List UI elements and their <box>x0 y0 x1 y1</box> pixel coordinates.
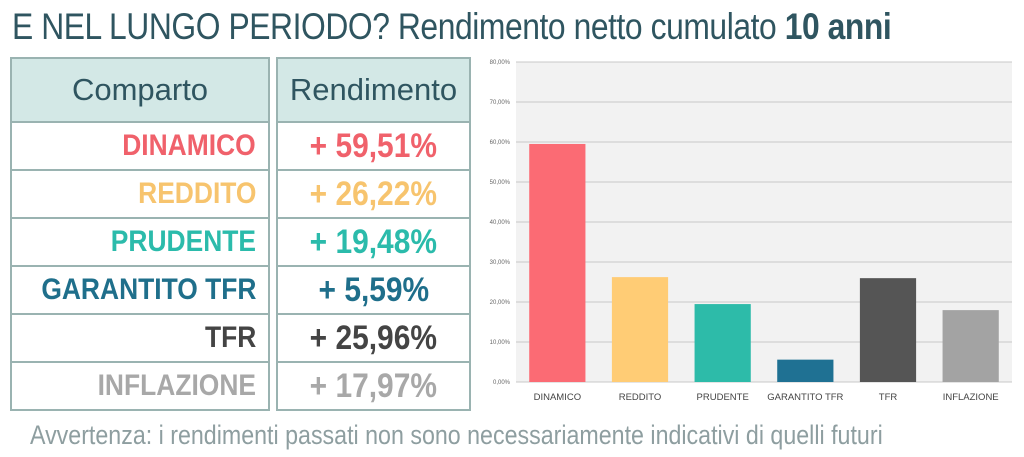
y-tick-label: 70,00% <box>490 100 511 106</box>
x-tick-label: INFLAZIONE <box>943 392 999 403</box>
title-subtitle: Rendimento netto cumulato <box>397 6 777 47</box>
comparto-row: DINAMICO <box>10 123 270 171</box>
comparto-name: INFLAZIONE <box>97 369 256 402</box>
rendimento-value: + 17,97% <box>309 366 438 405</box>
x-tick-label: DINAMICO <box>534 392 582 403</box>
rendimento-row: + 25,96% <box>276 315 471 363</box>
rendimento-row: + 59,51% <box>276 123 471 171</box>
bar <box>529 143 586 382</box>
page-title: E NEL LUNGO PERIODO? Rendimento netto cu… <box>12 6 892 48</box>
comparto-header: Comparto <box>10 57 270 123</box>
rendimento-value: + 59,51% <box>309 126 438 165</box>
comparto-name: PRUDENTE <box>110 225 256 258</box>
y-tick-label: 50,00% <box>490 180 511 186</box>
bar <box>859 278 917 382</box>
rendimento-header: Rendimento <box>276 57 471 123</box>
comparto-name: TFR <box>204 321 256 354</box>
comparto-row: PRUDENTE <box>10 219 270 267</box>
y-tick-label: 10,00% <box>490 340 511 346</box>
comparto-row: TFR <box>10 315 270 363</box>
rendimento-column: Rendimento + 59,51% + 26,22% + 19,48% + 5,5… <box>276 57 471 411</box>
x-tick-label: GARANTITO TFR <box>767 392 843 403</box>
rendimento-row: + 5,59% <box>276 267 471 315</box>
rendimento-value: + 5,59% <box>318 270 429 309</box>
y-tick-label: 30,00% <box>490 260 511 266</box>
y-tick-label: 20,00% <box>490 300 511 306</box>
bar <box>694 304 751 382</box>
x-tick-label: PRUDENTE <box>697 392 749 403</box>
bar-chart: 0,00% 10,00% 20,00% 30,00% 40,00% 50,00% 60,00… <box>490 60 1012 403</box>
bar <box>611 277 669 382</box>
y-tick-label: 60,00% <box>490 140 511 146</box>
bar <box>942 310 999 382</box>
title-question: E NEL LUNGO PERIODO? <box>12 6 390 47</box>
rendimento-row: + 19,48% <box>276 219 471 267</box>
comparto-name: DINAMICO <box>122 129 256 162</box>
comparto-row: REDDITO <box>10 171 270 219</box>
comparto-row: INFLAZIONE <box>10 363 270 411</box>
x-tick-label: REDDITO <box>619 392 662 403</box>
comparto-row: GARANTITO TFR <box>10 267 270 315</box>
rendimento-value: + 26,22% <box>309 174 438 213</box>
y-tick-label: 40,00% <box>490 220 511 226</box>
comparto-name: REDDITO <box>137 177 256 210</box>
y-tick-label: 0,00% <box>493 380 511 386</box>
bar <box>777 359 834 382</box>
rendimento-row: + 17,97% <box>276 363 471 411</box>
disclaimer-text: Avvertenza: i rendimenti passati non son… <box>30 420 883 450</box>
comparto-column: Comparto DINAMICO REDDITO PRUDENTE GARANTIT… <box>10 57 270 411</box>
title-period: 10 anni <box>784 6 892 47</box>
y-tick-label: 80,00% <box>490 60 511 66</box>
rendimento-value: + 19,48% <box>309 222 438 261</box>
rendimento-row: + 26,22% <box>276 171 471 219</box>
rendimento-value: + 25,96% <box>309 318 438 357</box>
x-tick-label: TFR <box>879 392 898 403</box>
comparto-name: GARANTITO TFR <box>40 273 256 306</box>
